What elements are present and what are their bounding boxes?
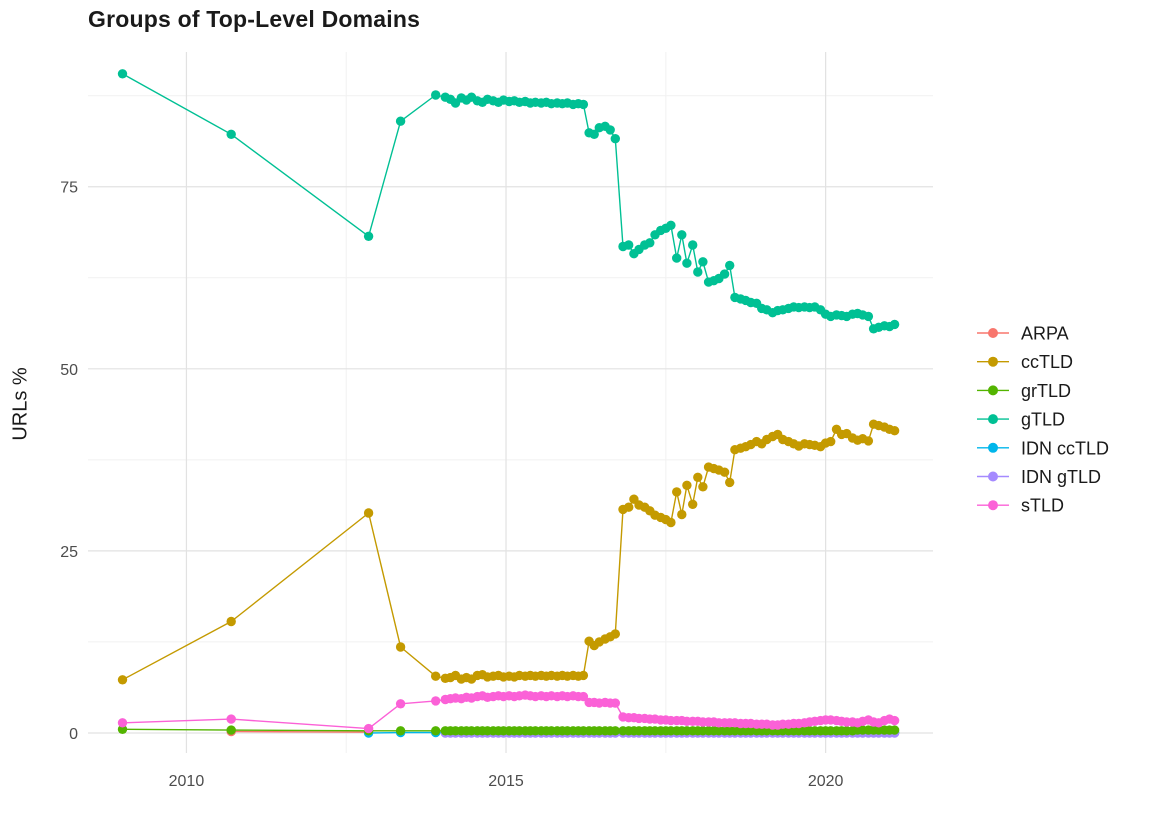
- x-axis-tick-labels: 2010 2015 2020: [169, 773, 844, 790]
- data-point: [395, 116, 406, 126]
- data-point: [431, 696, 441, 706]
- legend: ARPA ccTLD grTLD gTLD IDN ccTLD IDN gTLD sTLD: [977, 324, 1109, 516]
- data-point: [688, 499, 698, 509]
- data-point: [677, 509, 687, 520]
- data-point: [431, 726, 441, 736]
- data-point: [666, 517, 676, 528]
- x-tick-label-2020: 2020: [808, 773, 844, 790]
- data-point: [693, 472, 703, 482]
- data-point: [624, 240, 634, 250]
- data-point: [117, 724, 128, 734]
- data-point: [725, 260, 735, 271]
- legend-point-icon: [988, 328, 998, 338]
- x-tick-label-2015: 2015: [488, 773, 524, 790]
- legend-item-stld: sTLD: [977, 496, 1064, 516]
- legend-point-icon: [988, 442, 998, 453]
- legend-item-gtld: gTLD: [977, 410, 1065, 430]
- data-point: [226, 129, 236, 139]
- data-point: [605, 125, 615, 135]
- grid-major: [88, 52, 933, 753]
- legend-label: ccTLD: [1021, 352, 1073, 372]
- y-tick-label-25: 25: [60, 544, 78, 561]
- y-axis-tick-labels: 0 25 50 75: [60, 180, 78, 743]
- data-point: [672, 253, 682, 263]
- y-axis-title: URLs %: [9, 367, 32, 441]
- data-point: [863, 311, 874, 322]
- data-point: [363, 508, 374, 518]
- data-point: [117, 69, 128, 79]
- legend-label: sTLD: [1021, 496, 1064, 516]
- legend-point-icon: [988, 414, 998, 425]
- data-point: [226, 616, 236, 627]
- legend-label: IDN ccTLD: [1021, 438, 1109, 458]
- legend-label: grTLD: [1021, 381, 1071, 401]
- grid-minor: [88, 52, 933, 753]
- data-point: [431, 671, 441, 681]
- data-point: [610, 134, 620, 144]
- series-gtld: [117, 69, 900, 334]
- data-point: [226, 714, 236, 724]
- legend-item-cctld: ccTLD: [977, 352, 1073, 372]
- legend-item-idn-gtld: IDN gTLD: [977, 467, 1101, 487]
- data-point: [117, 718, 128, 728]
- data-point: [645, 238, 655, 248]
- data-point: [395, 642, 406, 652]
- data-point: [725, 477, 735, 488]
- data-point: [395, 726, 406, 736]
- x-tick-label-2010: 2010: [169, 773, 205, 790]
- y-tick-label-50: 50: [60, 362, 78, 379]
- data-point: [889, 319, 900, 330]
- legend-point-icon: [988, 385, 998, 396]
- data-point: [889, 426, 900, 436]
- data-point: [666, 220, 676, 230]
- data-point: [363, 723, 374, 734]
- legend-label: IDN gTLD: [1021, 467, 1101, 487]
- legend-point-icon: [988, 471, 998, 482]
- data-point: [719, 467, 730, 477]
- data-point: [672, 487, 682, 497]
- chart-title: Groups of Top-Level Domains: [88, 6, 421, 32]
- legend-item-arpa: ARPA: [977, 324, 1069, 344]
- data-point: [698, 482, 708, 492]
- legend-point-icon: [988, 500, 998, 511]
- data-point: [578, 691, 589, 702]
- data-point: [889, 715, 900, 726]
- legend-label: ARPA: [1021, 324, 1069, 344]
- series-stld: [117, 690, 900, 734]
- legend-item-grtld: grTLD: [977, 381, 1071, 401]
- legend-item-idn-cctld: IDN ccTLD: [977, 438, 1109, 458]
- data-point: [624, 502, 634, 512]
- data-point: [693, 267, 703, 277]
- data-point: [395, 699, 406, 709]
- y-tick-label-0: 0: [69, 726, 78, 743]
- data-point: [688, 240, 698, 250]
- series-grtld: [117, 724, 900, 736]
- data-point: [610, 698, 620, 708]
- data-point: [719, 269, 730, 279]
- legend-label: gTLD: [1021, 410, 1065, 430]
- data-point: [677, 230, 687, 240]
- data-point: [589, 129, 599, 139]
- data-point: [578, 670, 589, 681]
- y-tick-label-75: 75: [60, 180, 78, 197]
- data-point: [610, 726, 620, 736]
- series-cctld: [117, 419, 900, 685]
- data-point: [610, 629, 620, 639]
- data-point: [698, 257, 708, 267]
- legend-point-icon: [988, 356, 998, 367]
- data-point: [682, 480, 692, 490]
- data-point: [578, 99, 589, 110]
- data-point: [431, 90, 441, 100]
- data-point: [889, 725, 900, 735]
- data-point: [863, 436, 874, 446]
- data-point: [826, 436, 836, 447]
- data-point: [682, 258, 692, 268]
- data-point: [363, 231, 374, 241]
- series-arpa: [226, 726, 374, 737]
- data-point: [117, 675, 128, 685]
- data-point: [226, 725, 236, 735]
